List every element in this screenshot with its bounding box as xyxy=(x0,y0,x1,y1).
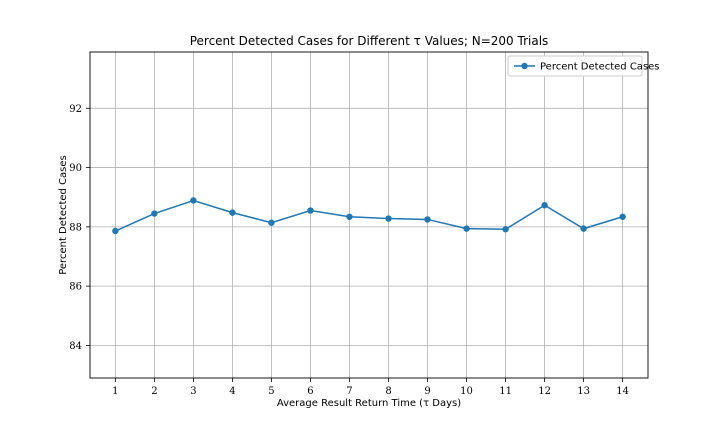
x-tick-label: 3 xyxy=(190,386,196,397)
y-tick-label: 86 xyxy=(69,282,82,293)
x-tick-label: 11 xyxy=(499,386,512,397)
x-tick-label: 9 xyxy=(424,386,430,397)
y-axis-label: Percent Detected Cases xyxy=(58,155,69,275)
data-point xyxy=(307,207,314,214)
y-tick-label: 90 xyxy=(69,163,82,174)
x-tick-label: 13 xyxy=(577,386,590,397)
series-layer xyxy=(112,197,626,235)
chart-title: Percent Detected Cases for Different τ V… xyxy=(190,34,549,48)
x-tick-label: 5 xyxy=(268,386,274,397)
data-point xyxy=(541,202,548,209)
y-tick-label: 84 xyxy=(69,341,82,352)
plot-frame xyxy=(89,51,649,379)
x-tick-label: 14 xyxy=(616,386,629,397)
data-point xyxy=(385,215,392,222)
data-point xyxy=(463,225,470,232)
data-point xyxy=(268,219,275,226)
data-point xyxy=(112,227,119,235)
x-axis-label: Average Result Return Time (τ Days) xyxy=(277,398,461,409)
legend-marker xyxy=(521,62,528,70)
legend-label: Percent Detected Cases xyxy=(540,62,660,73)
data-point xyxy=(580,225,587,232)
data-point xyxy=(229,209,236,216)
y-tick-label: 92 xyxy=(69,104,82,115)
data-point xyxy=(151,210,158,217)
series-line xyxy=(115,199,623,232)
x-tick-label: 8 xyxy=(385,386,391,397)
x-tick-label: 1 xyxy=(112,386,118,397)
data-point xyxy=(502,226,509,233)
x-tick-label: 2 xyxy=(151,386,157,397)
data-point xyxy=(424,216,431,223)
x-tick-label: 6 xyxy=(307,386,313,397)
x-tick-label: 12 xyxy=(538,386,551,397)
grid-lines xyxy=(90,52,648,378)
legend-box xyxy=(507,55,643,77)
data-point xyxy=(346,213,353,220)
data-point xyxy=(190,197,197,204)
x-tick-label: 4 xyxy=(229,386,235,397)
legend: Percent Detected Cases xyxy=(507,55,660,77)
y-tick-label: 88 xyxy=(69,222,82,233)
x-tick-label: 10 xyxy=(460,386,473,397)
x-tick-label: 7 xyxy=(346,386,352,397)
data-point xyxy=(619,213,626,220)
